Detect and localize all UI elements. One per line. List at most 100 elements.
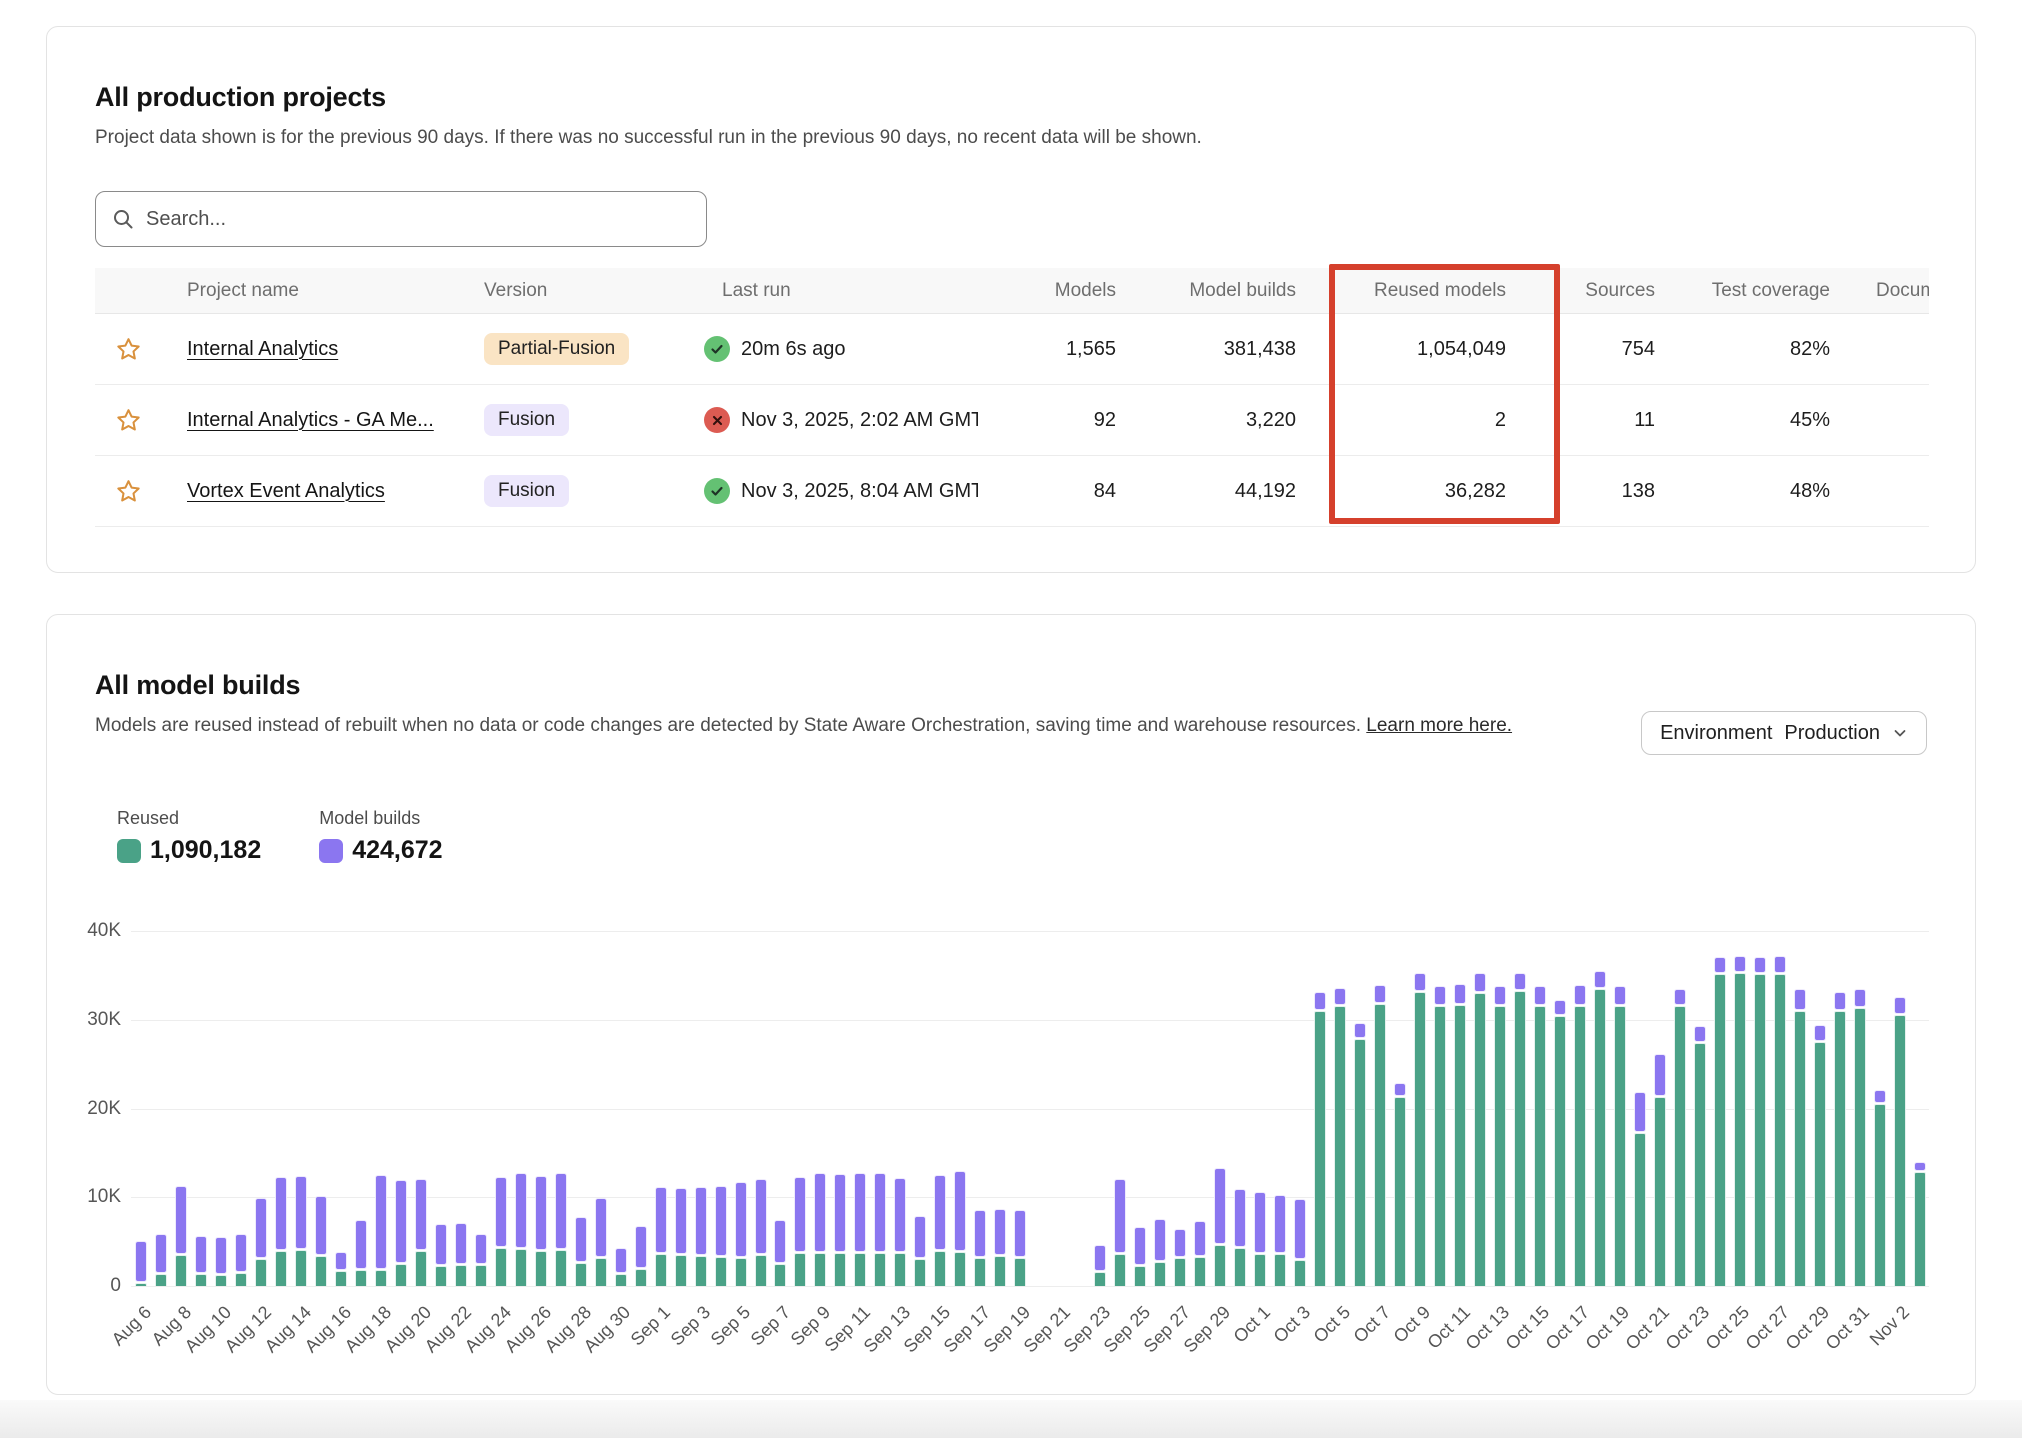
bar-slot bbox=[1530, 931, 1550, 1286]
legend-value: 1,090,182 bbox=[150, 836, 261, 865]
bar-slot bbox=[1170, 931, 1190, 1286]
table-row: Internal Analytics - GA Me... Fusion Nov… bbox=[95, 385, 1929, 456]
dashboard-page: All production projects Project data sho… bbox=[0, 0, 2022, 1438]
model-builds-bar-segment bbox=[355, 1220, 367, 1269]
bar-slot bbox=[1570, 931, 1590, 1286]
model-builds-value: 44,192 bbox=[1128, 480, 1308, 503]
bar-slot bbox=[870, 931, 890, 1286]
column-documentation: Documentation bbox=[1838, 280, 1929, 302]
model-builds-bar-segment bbox=[1474, 973, 1486, 993]
reused-bar-segment bbox=[655, 1254, 667, 1286]
model-builds-bar-segment bbox=[834, 1174, 846, 1252]
model-builds-bar-segment bbox=[1234, 1189, 1246, 1247]
reused-bar-segment bbox=[675, 1255, 687, 1286]
reused-bar-segment bbox=[1494, 1006, 1506, 1286]
environment-select[interactable]: Environment Production bbox=[1641, 711, 1927, 755]
learn-more-link[interactable]: Learn more here. bbox=[1366, 715, 1512, 736]
builds-card-title: All model builds bbox=[95, 667, 1927, 703]
model-builds-bar-segment bbox=[1334, 988, 1346, 1005]
bar-slot bbox=[910, 931, 930, 1286]
gridline bbox=[131, 1286, 1929, 1287]
reused-bar-segment bbox=[1894, 1015, 1906, 1286]
search-input[interactable] bbox=[146, 208, 690, 231]
favorite-star-icon[interactable] bbox=[95, 478, 161, 505]
reused-models-value: 1,054,049 bbox=[1308, 338, 1518, 361]
reused-bar-segment bbox=[894, 1253, 906, 1286]
reused-bar-segment bbox=[1874, 1104, 1886, 1286]
reused-bar-segment bbox=[814, 1253, 826, 1286]
project-name-link[interactable]: Internal Analytics bbox=[187, 338, 338, 360]
reused-bar-segment bbox=[1174, 1258, 1186, 1286]
model-builds-bar-segment bbox=[1094, 1245, 1106, 1271]
favorite-star-icon[interactable] bbox=[95, 336, 161, 363]
bar-slot bbox=[1890, 931, 1910, 1286]
bar-slot bbox=[1650, 931, 1670, 1286]
bar-slot bbox=[331, 931, 351, 1286]
reused-bar-segment bbox=[1354, 1039, 1366, 1286]
bar-slot bbox=[1130, 931, 1150, 1286]
bar-slot bbox=[371, 931, 391, 1286]
bar-slot bbox=[731, 931, 751, 1286]
bar-slot bbox=[1810, 931, 1830, 1286]
bar-slot bbox=[431, 931, 451, 1286]
model-builds-bar-segment bbox=[1554, 1000, 1566, 1015]
bar-slot bbox=[1150, 931, 1170, 1286]
model-builds-bar-segment bbox=[1114, 1179, 1126, 1253]
model-builds-bar-segment bbox=[395, 1180, 407, 1263]
test-coverage-value: 48% bbox=[1660, 480, 1838, 503]
test-coverage-value: 82% bbox=[1660, 338, 1838, 361]
bar-slot bbox=[591, 931, 611, 1286]
model-builds-bar-segment bbox=[275, 1177, 287, 1250]
stacked-bar-chart[interactable] bbox=[131, 931, 1929, 1286]
model-builds-bar-segment bbox=[1154, 1219, 1166, 1261]
bar-slot bbox=[1450, 931, 1470, 1286]
bar-slot bbox=[751, 931, 771, 1286]
y-tick-label: 30K bbox=[47, 1009, 121, 1031]
model-builds-bar-segment bbox=[455, 1223, 467, 1264]
bar-slot bbox=[531, 931, 551, 1286]
bar-slot bbox=[1070, 931, 1090, 1286]
model-builds-bar-segment bbox=[295, 1176, 307, 1249]
model-builds-bar-segment bbox=[475, 1234, 487, 1263]
reused-bar-segment bbox=[695, 1256, 707, 1286]
bar-slot bbox=[151, 931, 171, 1286]
reused-bar-segment bbox=[395, 1264, 407, 1286]
project-name-link[interactable]: Vortex Event Analytics bbox=[187, 480, 385, 502]
favorite-star-icon[interactable] bbox=[95, 407, 161, 434]
model-builds-bar-segment bbox=[1674, 989, 1686, 1006]
reused-bar-segment bbox=[595, 1258, 607, 1286]
search-box[interactable] bbox=[95, 191, 707, 247]
chart-legend: Reused 1,090,182 Model builds 424,672 bbox=[117, 808, 1927, 865]
model-builds-bar-segment bbox=[1374, 985, 1386, 1003]
model-builds-bar-segment bbox=[1814, 1025, 1826, 1041]
model-builds-bar-segment bbox=[1574, 985, 1586, 1005]
model-builds-bar-segment bbox=[615, 1248, 627, 1274]
reused-bar-segment bbox=[715, 1257, 727, 1286]
model-builds-bar-segment bbox=[994, 1209, 1006, 1255]
bar-slot bbox=[890, 931, 910, 1286]
column-reused-models: Reused models bbox=[1308, 280, 1518, 302]
bar-slot bbox=[1090, 931, 1110, 1286]
sources-value: 11 bbox=[1518, 409, 1660, 432]
reused-bar-segment bbox=[175, 1255, 187, 1286]
sources-value: 138 bbox=[1518, 480, 1660, 503]
model-builds-bar-segment bbox=[954, 1171, 966, 1251]
model-builds-bar-segment bbox=[135, 1241, 147, 1283]
last-run-text: 20m 6s ago bbox=[741, 338, 846, 361]
bar-slot bbox=[311, 931, 331, 1286]
run-success-icon bbox=[704, 336, 730, 362]
bar-slot bbox=[611, 931, 631, 1286]
bar-slot bbox=[1110, 931, 1130, 1286]
model-builds-bar-segment bbox=[974, 1210, 986, 1257]
legend-label: Model builds bbox=[319, 808, 459, 829]
reused-bar-segment bbox=[275, 1251, 287, 1287]
legend-label: Reused bbox=[117, 808, 261, 829]
bar-slot bbox=[990, 931, 1010, 1286]
project-name-link[interactable]: Internal Analytics - GA Me... bbox=[187, 409, 434, 431]
bar-slot bbox=[1910, 931, 1930, 1286]
model-builds-bar-segment bbox=[1654, 1054, 1666, 1096]
last-run-text: Nov 3, 2025, 2:02 AM GMT bbox=[741, 409, 978, 432]
reused-bar-segment bbox=[1194, 1257, 1206, 1286]
bar-slot bbox=[1790, 931, 1810, 1286]
reused-bar-segment bbox=[1154, 1262, 1166, 1286]
